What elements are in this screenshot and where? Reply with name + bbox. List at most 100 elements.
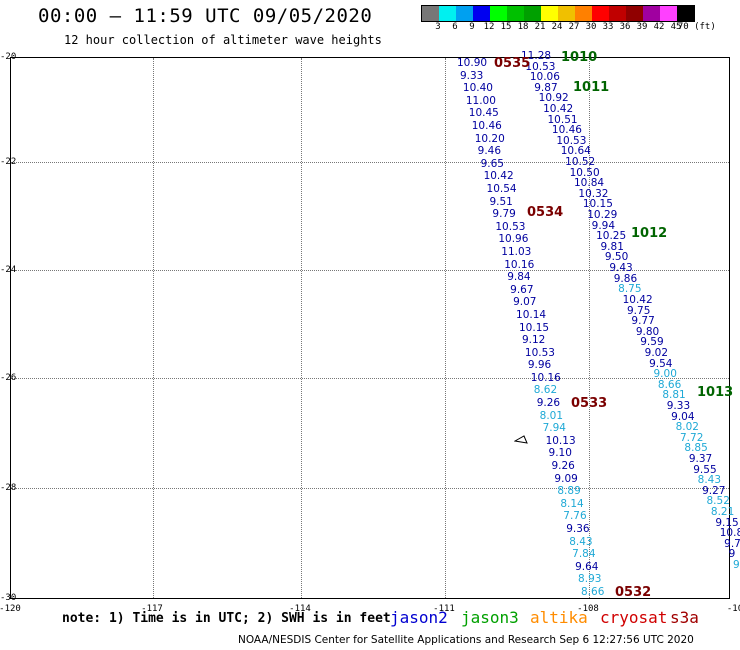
wave-height-value: 8.66 (581, 586, 605, 598)
wave-height-value: 9.55 (693, 463, 717, 476)
pass-label: 0535 (494, 56, 531, 71)
longitude-label: -111 (433, 604, 455, 614)
page-title: 00:00 – 11:59 UTC 09/05/2020 (38, 5, 373, 27)
wave-height-value: 10.15 (519, 321, 550, 334)
wave-height-value: 10.20 (474, 132, 505, 145)
color-swatch (660, 6, 677, 21)
color-swatch (558, 6, 575, 21)
legend-item-jason2: jason2 (390, 608, 448, 627)
wave-height-value: 9.15 (715, 516, 739, 529)
color-swatch (677, 6, 694, 21)
wave-height-value: 9.65 (480, 157, 504, 170)
color-swatch (473, 6, 490, 21)
color-swatch (439, 6, 456, 21)
wave-height-value: 10.54 (486, 182, 517, 195)
wave-height-value: 10.92 (538, 92, 569, 105)
wave-height-value: 9.84 (507, 271, 531, 284)
wave-height-value: 9.27 (702, 484, 726, 497)
wave-height-value: 9.86 (613, 272, 638, 285)
wave-height-value: 10.42 (543, 103, 574, 116)
lon-gridline (301, 58, 302, 598)
wave-height-value: 9.87 (534, 81, 558, 94)
color-scale-label: 30 (585, 22, 597, 32)
color-swatch (541, 6, 558, 21)
wave-height-value: 10.16 (530, 371, 561, 384)
pass-label: 1013 (697, 385, 734, 400)
pass-label: 0534 (527, 205, 564, 220)
wave-height-value: 10.06 (529, 71, 560, 84)
wave-height-value: 11.03 (501, 245, 532, 258)
map-frame (10, 57, 730, 599)
lon-gridline (153, 58, 154, 598)
longitude-label: -114 (289, 604, 311, 614)
wave-height-value: 11.28 (521, 50, 552, 62)
wave-height-value: 9.54 (649, 357, 673, 370)
color-scale-label: 3 (435, 22, 441, 32)
wave-height-value: 8.75 (618, 283, 642, 296)
wave-height-value: 10.64 (560, 145, 591, 158)
legend-item-s3a: s3a (670, 608, 699, 627)
wave-height-value: 8.81 (662, 389, 686, 402)
lon-gridline (445, 58, 446, 598)
wave-height-value: 11.00 (465, 94, 496, 107)
wind-arrow-icon (514, 435, 528, 444)
latitude-label: -28 (0, 483, 17, 493)
color-scale-bar (421, 5, 695, 22)
wave-height-value: 9.64 (575, 560, 599, 573)
legend-item-jason3: jason3 (461, 608, 519, 627)
latitude-label: -24 (0, 265, 17, 275)
wave-height-value: 9.50 (604, 251, 629, 264)
wave-height-value: 8.43 (697, 474, 722, 487)
wave-height-value: 7.72 (680, 431, 704, 444)
longitude-label: -10 (726, 604, 740, 614)
wave-height-value: 10.25 (596, 230, 627, 243)
wave-height-value: 9.00 (653, 368, 677, 381)
wave-height-value: 9.37 (688, 452, 713, 465)
latitude-label: -30 (0, 593, 17, 603)
color-scale-label: 12 (483, 22, 495, 32)
wave-height-value: 10.50 (569, 166, 600, 179)
color-scale-label: 33 (602, 22, 614, 32)
wave-height-value: 10.46 (551, 124, 582, 137)
color-scale-label: 36 (619, 22, 631, 32)
color-swatch (507, 6, 524, 21)
pass-label: 0533 (571, 396, 608, 411)
latitude-label: -22 (0, 157, 17, 167)
pass-label: 1012 (631, 226, 668, 241)
color-scale-label: 21 (534, 22, 546, 32)
wave-height-value: 9.09 (554, 472, 578, 485)
wave-height-value: 10.45 (468, 107, 499, 120)
lat-gridline (11, 270, 729, 271)
wave-height-value: 9 (728, 548, 736, 561)
wave-height-value: 10.8 (719, 527, 740, 540)
wave-height-value: 9.51 (489, 195, 513, 208)
color-scale-label: 27 (568, 22, 580, 32)
wave-height-value: 9.80 (635, 325, 660, 338)
latitude-label: -26 (0, 373, 17, 383)
color-swatch (456, 6, 473, 21)
wave-height-value: 10.40 (462, 82, 493, 95)
wave-height-value: 10.53 (525, 60, 556, 73)
wave-height-value: 8.14 (560, 497, 584, 510)
footer-note: note: 1) Time is in UTC; 2) SWH is in fe… (62, 611, 391, 626)
wave-height-value: 9.04 (671, 410, 695, 423)
longitude-label: -120 (0, 604, 21, 614)
wave-height-value: 9.75 (627, 304, 651, 317)
pass-label: 0532 (615, 585, 652, 600)
page-subtitle: 12 hour collection of altimeter wave hei… (64, 33, 382, 47)
color-swatch (626, 6, 643, 21)
latitude-label: -20 (0, 52, 17, 62)
wave-height-value: 8.02 (675, 421, 699, 434)
wave-height-value: 10.53 (495, 220, 526, 233)
wave-height-value: 9.12 (521, 334, 546, 347)
lat-gridline (11, 488, 729, 489)
color-swatch (592, 6, 609, 21)
color-swatch (490, 6, 507, 21)
lon-gridline (589, 58, 590, 598)
color-scale-label: 70 (ft) (677, 22, 716, 32)
color-scale-label: 39 (636, 22, 648, 32)
wave-height-value: 9.02 (644, 346, 669, 359)
wave-height-value: 10.51 (547, 113, 578, 126)
longitude-label: -108 (577, 604, 599, 614)
wave-height-value: 10.52 (565, 156, 596, 169)
